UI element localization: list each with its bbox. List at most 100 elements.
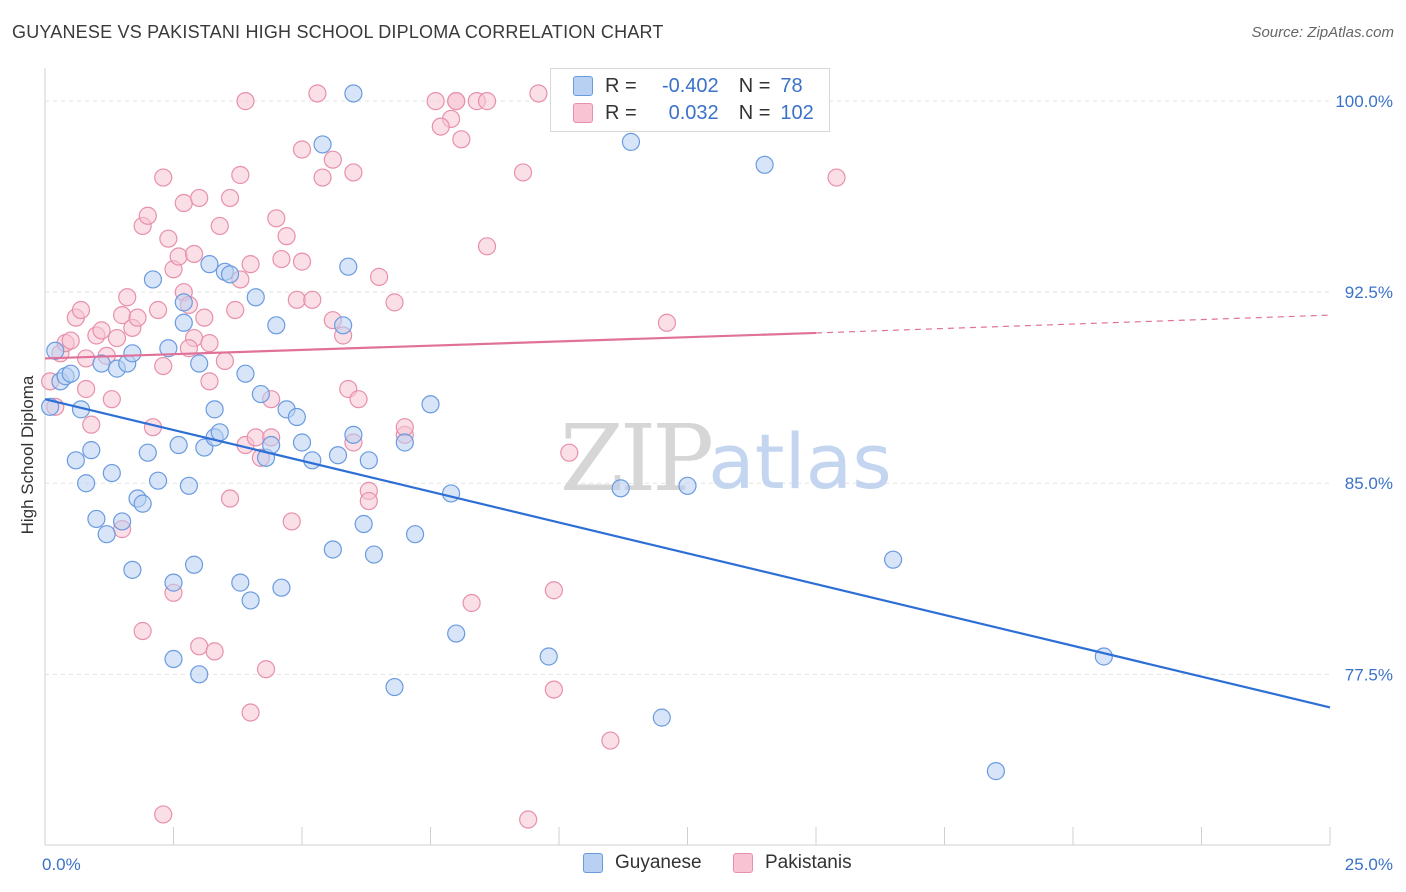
guyanese-point	[148, 471, 168, 490]
pakistanis-point	[210, 216, 229, 236]
guyanese-point	[164, 649, 183, 669]
pakistanis-point	[159, 229, 178, 248]
pakistanis-point	[267, 209, 286, 228]
guyanese-point	[97, 525, 116, 544]
pakistanis-point	[236, 92, 255, 111]
guyanese-point	[1094, 647, 1113, 666]
guyanese-point	[339, 257, 358, 276]
guyanese-point	[678, 476, 697, 495]
tick-labels: 77.5% 85.0% 92.5% 100.0% 0.0% 25.0%	[42, 92, 1393, 874]
guyanese-point	[344, 425, 363, 444]
pakistanis-point	[241, 703, 260, 722]
guyanese-point	[138, 443, 157, 462]
source-label: Source: ZipAtlas.com	[1251, 24, 1394, 41]
x-tick-label: 25.0%	[1345, 855, 1393, 874]
pakistanis-point	[92, 321, 111, 340]
legend-item-pakistanis: Pakistanis	[733, 852, 852, 874]
legend-row-pakistanis: R = 0.032 N = 102	[573, 100, 814, 126]
guyanese-point	[755, 155, 774, 174]
pakistanis-point	[292, 140, 312, 159]
y-tick-label: 85.0%	[1345, 474, 1393, 493]
guyanese-point	[184, 555, 204, 574]
pakistanis-point	[128, 308, 147, 327]
pakistanis-point	[323, 150, 342, 169]
pakistanis-point	[544, 581, 563, 600]
pakistanis-point	[292, 252, 312, 271]
guyanese-point	[447, 624, 466, 643]
pakistanis-point	[426, 92, 445, 111]
pakistanis-point	[272, 249, 291, 269]
pakistanis-legend-swatch	[733, 853, 753, 873]
pakistanis-point	[205, 642, 224, 661]
pakistanis-point	[256, 660, 276, 679]
pakistanis-point	[77, 379, 96, 399]
guyanese-point	[66, 451, 85, 470]
r-value: -0.402	[661, 74, 719, 97]
pakistanis-point	[190, 188, 209, 208]
pakistanis-point	[138, 206, 157, 225]
y-tick-label: 100.0%	[1335, 92, 1393, 111]
guyanese-trend-line	[44, 398, 1331, 709]
pakistanis-point	[154, 356, 173, 376]
guyanese-point	[200, 255, 219, 274]
pakistanis-point	[107, 328, 127, 348]
pakistanis-point	[395, 418, 414, 437]
guyanese-point	[102, 463, 121, 483]
guyanese-point	[220, 265, 240, 284]
pakistanis-point	[287, 290, 306, 309]
guyanese-point	[82, 441, 101, 460]
guyanese-point	[328, 446, 348, 465]
pakistanis-point	[220, 188, 240, 208]
watermark-atlas: atlas	[708, 417, 892, 506]
pakistanis-point	[529, 84, 548, 103]
guyanese-point	[344, 84, 363, 103]
guyanese-point	[164, 573, 183, 592]
guyanese-point	[236, 364, 255, 383]
pakistanis-point	[82, 415, 101, 434]
guyanese-point	[179, 476, 199, 495]
pakistanis-point	[200, 372, 219, 391]
pakistanis-point	[184, 244, 204, 264]
chart-title: GUYANESE VS PAKISTANI HIGH SCHOOL DIPLOM…	[12, 22, 664, 42]
guyanese-legend-label: Guyanese	[615, 852, 702, 873]
pakistanis-trend-line	[44, 331, 817, 360]
pakistanis-point	[174, 193, 193, 213]
guyanese-point	[421, 395, 440, 414]
guyanese-point	[441, 484, 461, 503]
pakistanis-points	[41, 84, 846, 829]
pakistanis-point	[71, 300, 91, 320]
guyanese-point	[883, 550, 903, 569]
r-label: R =	[605, 74, 637, 97]
guyanese-point	[190, 665, 209, 684]
r-label: R =	[605, 101, 637, 124]
guyanese-point	[41, 397, 60, 416]
pakistanis-point	[349, 390, 368, 409]
pakistanis-point	[220, 489, 240, 508]
guyanese-point	[385, 677, 404, 697]
guyanese-point	[169, 435, 188, 455]
guyanese-point	[287, 407, 306, 427]
pakistanis-point	[359, 491, 378, 511]
pakistanis-point	[231, 165, 250, 185]
pakistanis-point	[308, 84, 327, 103]
pakistanis-point	[344, 163, 363, 182]
guyanese-point	[272, 578, 291, 597]
pakistanis-point	[452, 130, 471, 149]
guyanese-point	[354, 514, 373, 534]
pakistanis-point	[148, 300, 168, 320]
guyanese-point	[123, 560, 142, 579]
pakistanis-point	[200, 334, 219, 353]
legend-row-guyanese: R = -0.402 N = 78	[573, 73, 803, 99]
guyanese-point	[61, 364, 80, 383]
guyanese-point	[112, 512, 132, 531]
pakistanis-swatch	[573, 103, 593, 123]
guyanese-point	[123, 344, 142, 363]
guyanese-points	[41, 84, 1113, 781]
r-value: 0.032	[668, 101, 719, 124]
pakistanis-point	[477, 92, 497, 111]
guyanese-point	[231, 573, 250, 592]
pakistanis-point	[431, 117, 450, 136]
guyanese-point	[159, 339, 178, 358]
pakistanis-point	[169, 247, 188, 266]
